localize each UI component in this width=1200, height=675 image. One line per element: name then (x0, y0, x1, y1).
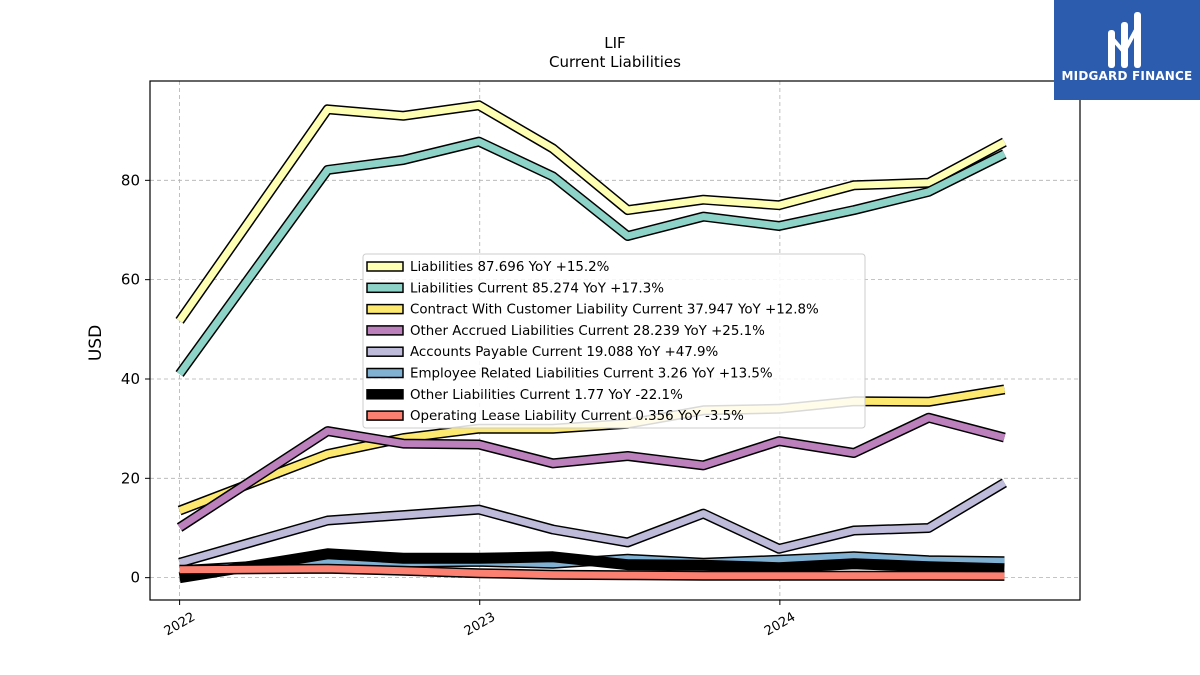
plot-frame (149, 80, 1081, 601)
series-line (175, 136, 1007, 377)
x-tick-label: 2022 (162, 610, 198, 640)
chart-title: LIF (604, 34, 625, 52)
series-line-fill (176, 101, 1007, 323)
y-tick-label: 0 (130, 569, 140, 587)
series-line-fill (177, 414, 1006, 531)
y-axis-label: USD (86, 325, 106, 361)
y-tick-label: 40 (121, 370, 140, 388)
y-tick-label: 20 (121, 469, 140, 487)
series-line-outline (178, 478, 1007, 568)
legend-label: Employee Related Liabilities Current 3.2… (410, 367, 773, 382)
series-line-fill (178, 479, 1007, 567)
legend-swatch (366, 410, 404, 421)
series-line (176, 412, 1006, 532)
chart-subtitle: Current Liabilities (549, 53, 681, 71)
series-line (178, 548, 1005, 584)
legend-swatch (366, 261, 404, 272)
legend-label: Other Accrued Liabilities Current 28.239… (410, 324, 765, 339)
legend-swatch (366, 325, 404, 336)
legend-swatch (366, 303, 404, 315)
legend-label: Operating Lease Liability Current 0.356 … (410, 409, 744, 424)
legend-label: Contract With Customer Liability Current… (410, 303, 819, 318)
midgard-finance-logo: MIDGARD FINANCE (1054, 0, 1200, 100)
legend-label: Liabilities Current 85.274 YoY +17.3% (410, 281, 664, 296)
logo-mark-icon (1108, 12, 1141, 68)
x-tick-label: 2023 (462, 610, 498, 640)
x-tick-label: 2024 (762, 610, 798, 640)
legend-swatch (366, 367, 404, 379)
legend-label: Accounts Payable Current 19.088 YoY +47.… (410, 345, 718, 360)
legend: Liabilities 87.696 YoY +15.2% Liabilities… (362, 253, 866, 429)
legend-swatch (366, 346, 404, 357)
series-line-fill (179, 552, 1005, 574)
series-line (179, 563, 1005, 581)
series-line-fill (178, 548, 1005, 584)
series-line (175, 100, 1007, 324)
series-lines (175, 100, 1007, 584)
y-tick-label: 80 (121, 171, 140, 189)
series-line (179, 551, 1005, 576)
legend-label: Other Liabilities Current 1.77 YoY -22.1… (410, 388, 683, 403)
series-line (178, 478, 1007, 568)
logo-text: MIDGARD FINANCE (1061, 69, 1193, 83)
legend-frame (362, 253, 866, 429)
legend-swatch (366, 389, 404, 400)
series-line-outline (176, 412, 1006, 532)
y-tick-label: 60 (121, 271, 140, 289)
legend-label: Liabilities 87.696 YoY +15.2% (410, 260, 609, 275)
series-line-fill (176, 138, 1006, 377)
series-line-fill (179, 565, 1005, 580)
legend-swatch (366, 282, 404, 294)
